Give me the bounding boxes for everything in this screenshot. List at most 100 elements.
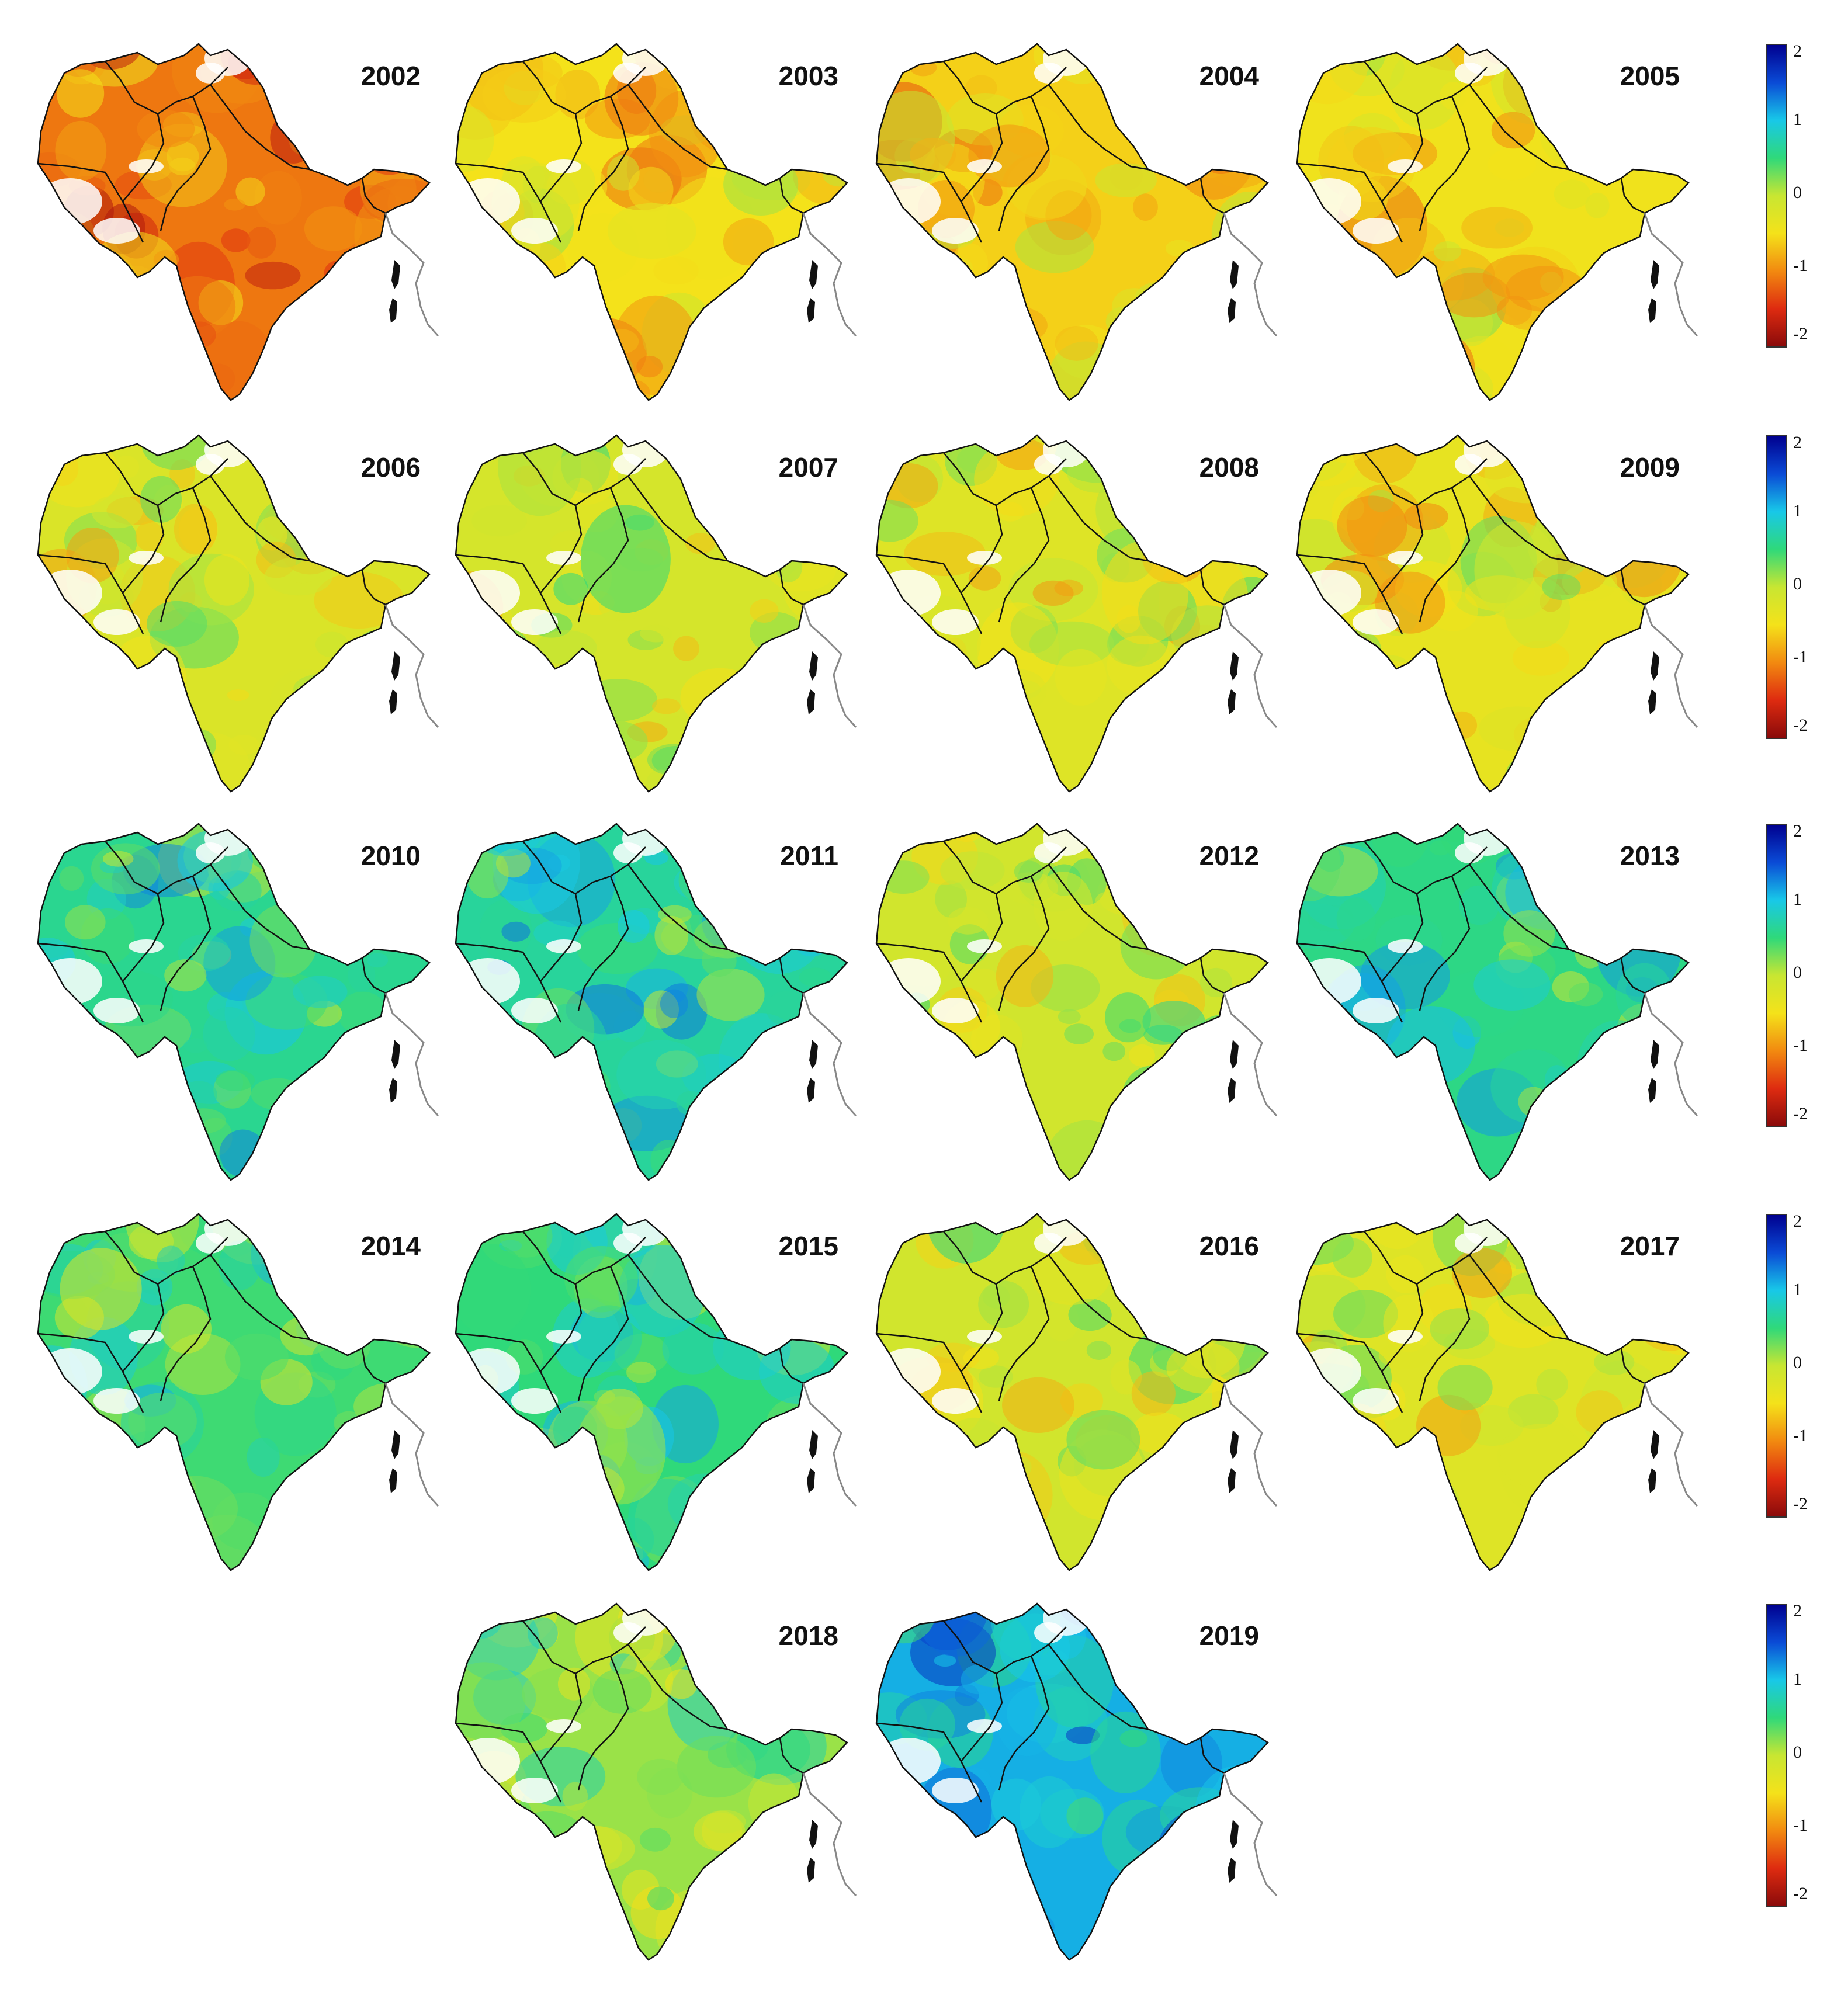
island	[389, 1468, 397, 1493]
map-panel-2009: 2009	[1294, 424, 1715, 803]
country-border	[522, 1620, 646, 1675]
myanmar-coast-line	[802, 992, 857, 1117]
island	[1228, 1078, 1236, 1103]
map-panel-2019: 2019	[873, 1592, 1294, 1972]
country-border	[540, 893, 583, 982]
colorbar-tick-label: -2	[1793, 324, 1808, 343]
coastline-border	[1296, 43, 1690, 401]
year-label: 2019	[1199, 1620, 1259, 1651]
island	[391, 260, 400, 289]
colorbar: 2 1 0 -1 -2	[1766, 1602, 1830, 1907]
country-border	[1381, 113, 1424, 202]
colorbar: 2 1 0 -1 -2	[1766, 1213, 1830, 1518]
coastline-border	[1296, 1213, 1690, 1571]
myanmar-coast-line	[1223, 604, 1278, 728]
country-border	[37, 554, 144, 634]
country-border	[998, 1266, 1050, 1401]
map-panel-2010: 2010	[35, 812, 456, 1192]
south-asia-map	[875, 43, 1278, 401]
south-asia-map	[875, 823, 1278, 1181]
island	[1651, 651, 1659, 681]
map-panel-2004: 2004	[873, 32, 1294, 412]
colorbar-tick-label: 0	[1793, 574, 1802, 594]
colorbar: 2 1 0 -1 -2	[1766, 433, 1830, 739]
colorbar-tick-label: 2	[1793, 433, 1802, 452]
country-border	[1199, 1737, 1225, 1774]
country-border	[961, 113, 1003, 202]
colorbar-tick-label: -2	[1793, 716, 1808, 735]
year-label: 2007	[778, 452, 838, 483]
colorbar-tick-label: 0	[1793, 1743, 1802, 1762]
country-border	[522, 1231, 646, 1285]
country-border	[961, 1673, 1003, 1762]
year-label: 2009	[1620, 452, 1680, 483]
island	[1651, 1040, 1659, 1069]
country-border	[998, 1656, 1050, 1791]
myanmar-coast-line	[1223, 992, 1278, 1117]
year-label: 2004	[1199, 61, 1259, 91]
year-label: 2017	[1620, 1231, 1680, 1261]
country-border	[627, 864, 728, 950]
colorbar-tick-label: 1	[1793, 501, 1802, 520]
country-border	[998, 876, 1050, 1011]
land-fill	[456, 1214, 847, 1570]
myanmar-coast-line	[802, 1383, 857, 1507]
colorbar-tick-label: 1	[1793, 110, 1802, 129]
country-border	[779, 1737, 804, 1774]
country-border	[943, 841, 1067, 895]
colorbar-tick-label: -1	[1793, 1036, 1808, 1055]
year-label: 2008	[1199, 452, 1259, 483]
year-label: 2006	[360, 452, 421, 483]
myanmar-coast-line	[802, 1772, 857, 1897]
country-border	[540, 1673, 583, 1762]
country-border	[522, 452, 646, 506]
colorbar-tick-label: -1	[1793, 256, 1808, 275]
south-asia-map	[875, 1213, 1278, 1571]
country-border	[779, 957, 804, 994]
country-border	[627, 476, 728, 562]
map-panel-2002: 2002	[35, 32, 456, 412]
south-asia-map	[875, 1602, 1278, 1961]
year-label: 2005	[1620, 61, 1680, 91]
country-border	[943, 1231, 1067, 1285]
map-panel-2008: 2008	[873, 424, 1294, 803]
south-asia-map	[455, 434, 857, 793]
year-label: 2012	[1199, 841, 1259, 871]
country-border	[627, 84, 728, 171]
country-border	[361, 1348, 386, 1384]
colorbar-tick-label: -2	[1793, 1494, 1808, 1514]
country-border	[961, 1283, 1003, 1372]
country-border	[540, 1283, 583, 1372]
country-border	[455, 554, 562, 634]
myanmar-coast-line	[802, 213, 857, 337]
colorbar-tick-label: 2	[1793, 821, 1802, 841]
country-border	[1620, 569, 1645, 606]
country-border	[122, 893, 165, 982]
south-asia-map	[1296, 1213, 1698, 1571]
myanmar-coast-line	[384, 992, 439, 1117]
colorbar-ramp	[1766, 1214, 1787, 1518]
country-border	[1296, 1332, 1403, 1413]
colorbar-tick-label: 1	[1793, 890, 1802, 909]
country-border	[210, 1254, 310, 1341]
island	[1230, 1430, 1239, 1459]
colorbar-tick-label: -2	[1793, 1884, 1808, 1903]
south-asia-map	[875, 434, 1278, 793]
country-border	[105, 1231, 228, 1285]
island	[389, 689, 397, 714]
country-border	[1296, 554, 1403, 634]
colorbar: 2 1 0 -1 -2	[1766, 821, 1830, 1127]
coastline-border	[455, 1602, 848, 1961]
year-label: 2011	[780, 841, 838, 871]
colorbar-tick-label: 1	[1793, 1670, 1802, 1689]
colorbar-ramp	[1766, 1604, 1787, 1907]
country-border	[1048, 864, 1149, 950]
country-border	[627, 1644, 728, 1730]
island	[1230, 1820, 1239, 1849]
island	[1228, 1858, 1236, 1883]
south-asia-map	[37, 823, 439, 1181]
colorbar-tick-label: -1	[1793, 647, 1808, 667]
country-border	[1364, 1231, 1488, 1285]
country-border	[577, 1656, 629, 1791]
year-label: 2013	[1620, 841, 1680, 871]
